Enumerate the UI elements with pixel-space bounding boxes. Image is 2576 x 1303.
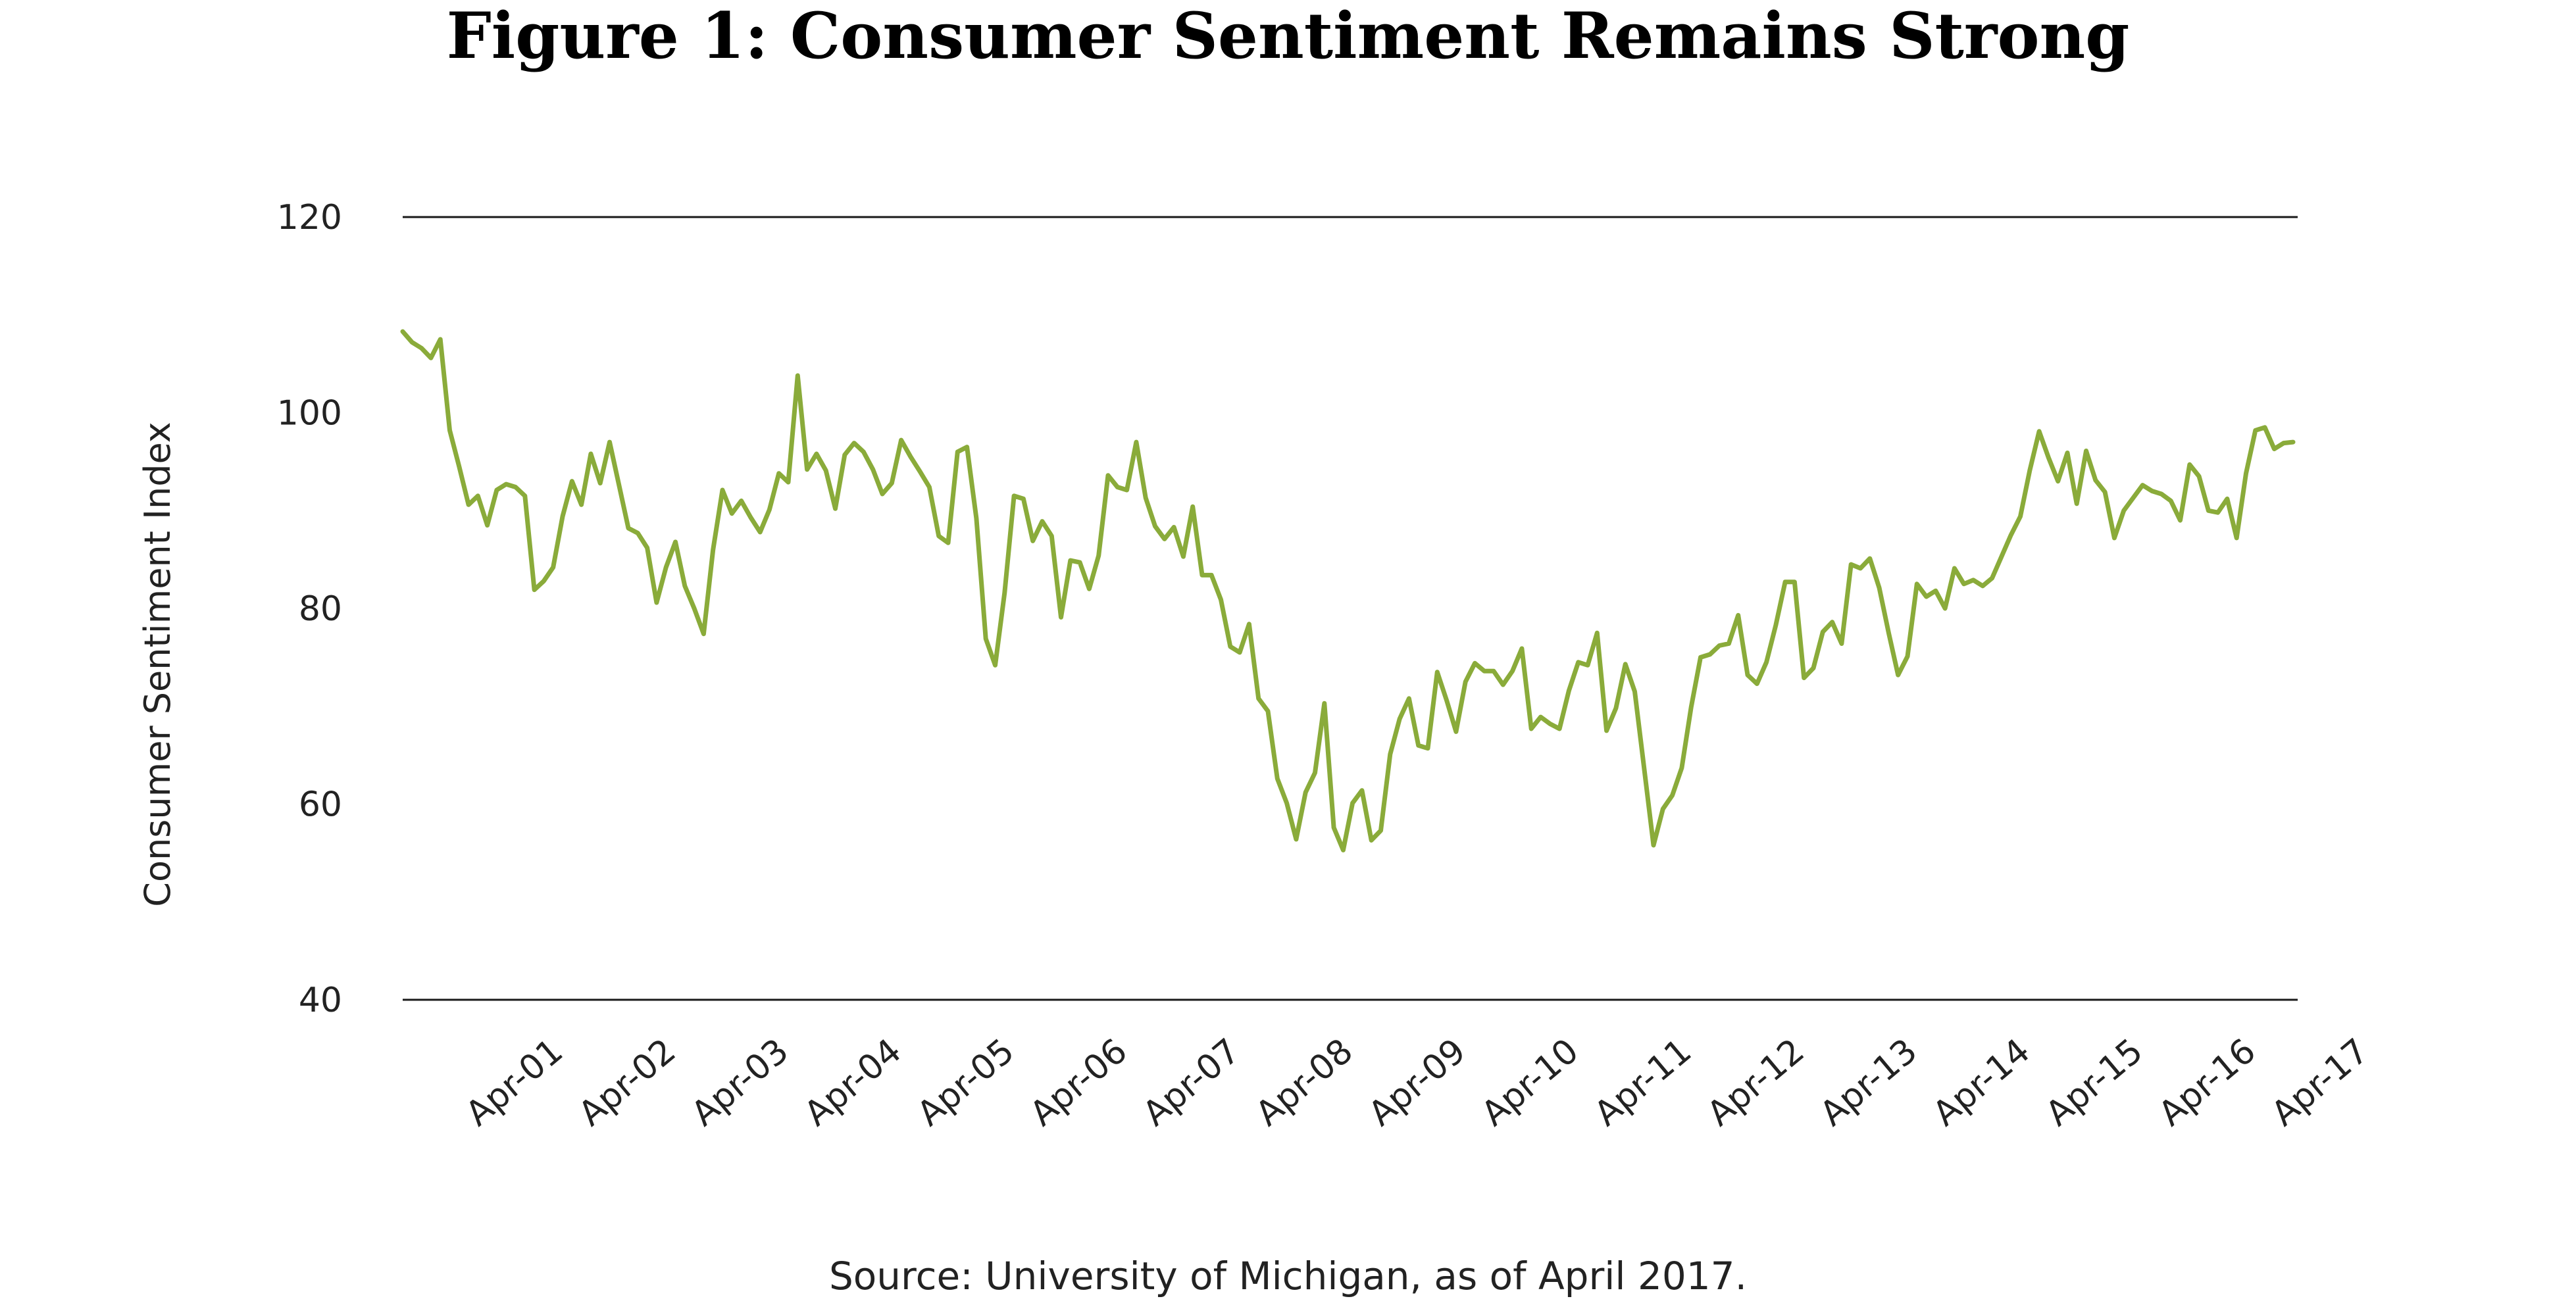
x-tick-label: Apr-01	[459, 1031, 570, 1134]
y-tick-label: 40	[299, 981, 342, 1020]
x-tick-label: Apr-15	[2038, 1031, 2150, 1134]
y-tick-label: 120	[277, 198, 342, 237]
x-tick-label: Apr-02	[571, 1031, 683, 1134]
x-tick-label: Apr-05	[910, 1031, 1022, 1134]
x-tick-label: Apr-11	[1587, 1031, 1699, 1134]
x-tick-label: Apr-06	[1023, 1031, 1135, 1134]
y-tick-label: 100	[277, 394, 342, 433]
x-tick-label: Apr-04	[797, 1031, 909, 1134]
series-layer	[400, 329, 2296, 852]
x-tick-label: Apr-03	[684, 1031, 796, 1134]
x-tick-label: Apr-08	[1249, 1031, 1361, 1134]
x-tick-label: Apr-12	[1700, 1031, 1812, 1134]
x-tick-label: Apr-07	[1136, 1031, 1248, 1134]
series-line	[400, 329, 2296, 852]
y-axis-label: Consumer Sentiment Index	[137, 422, 178, 906]
y-tick-label: 80	[299, 589, 342, 629]
x-axis-ticks: Apr-01 Apr-02 Apr-03 Apr-04 Apr-05 Apr-06 Apr-…	[459, 1031, 2376, 1134]
x-tick-label: Apr-09	[1361, 1031, 1473, 1134]
x-tick-label: Apr-16	[2152, 1031, 2263, 1134]
y-axis-ticks: 40 60 80 100 120	[277, 198, 342, 1020]
chart-title: Figure 1: Consumer Sentiment Remains Str…	[446, 0, 2130, 73]
grid-lines	[403, 216, 2298, 1001]
x-tick-label: Apr-10	[1475, 1031, 1586, 1134]
x-tick-label: Apr-14	[1926, 1031, 2038, 1134]
x-tick-label: Apr-17	[2264, 1031, 2376, 1134]
y-tick-label: 60	[299, 785, 342, 825]
source-note: Source: University of Michigan, as of Ap…	[828, 1254, 1748, 1298]
x-tick-label: Apr-13	[1813, 1031, 1925, 1134]
